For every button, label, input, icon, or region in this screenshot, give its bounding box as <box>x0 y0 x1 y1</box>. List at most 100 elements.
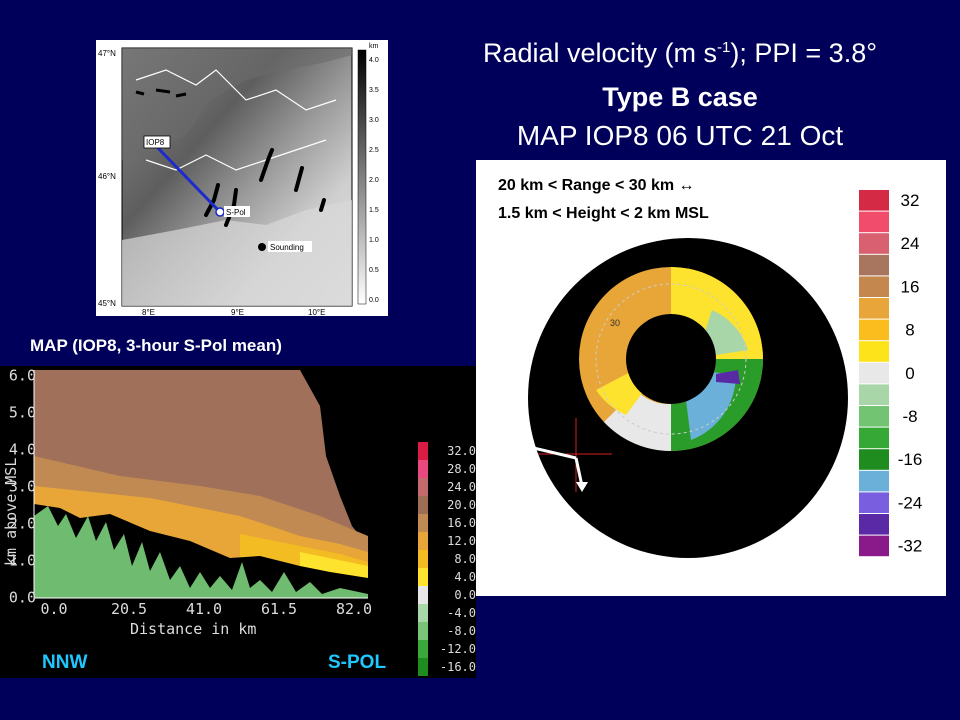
elevation-tick-label: 0.5 <box>369 267 379 274</box>
section-colorbar-label: 16.0 <box>447 516 476 530</box>
section-colorbar-swatch <box>418 604 428 622</box>
section-colorbar-label: -12.0 <box>440 642 476 656</box>
spol-section-label: S-POL <box>328 652 386 673</box>
section-colorbar-swatch <box>418 568 428 586</box>
section-x-tick: 82.0 <box>336 600 372 618</box>
elevation-tick-label: 4.0 <box>369 57 379 64</box>
title-line-2: Type B case <box>602 82 758 112</box>
section-colorbar-label: -4.0 <box>447 606 476 620</box>
ppi-colorbar-label: -32 <box>898 537 923 556</box>
vertical-section: 6.0 5.0 4.0 3.0 2.0 1.0 0.0 0.0 20.5 41.0 61.5 82.… <box>2 367 476 676</box>
section-y-tick: 1.0 <box>9 552 36 570</box>
ppi-colorbar-swatch <box>859 514 889 535</box>
elevation-colorbar <box>357 49 367 305</box>
section-y-tick: 0.0 <box>9 589 36 607</box>
ppi-colorbar-swatch <box>859 427 889 449</box>
section-y-tick: 2.0 <box>9 515 36 533</box>
elevation-tick-label: 2.5 <box>369 147 379 154</box>
ppi-colorbar-swatch <box>859 298 889 319</box>
ppi-colorbar-label: 32 <box>901 191 920 210</box>
section-colorbar-label: 4.0 <box>454 570 476 584</box>
section-x-tick: 41.0 <box>186 600 222 618</box>
ppi-colorbar-swatch <box>859 492 889 513</box>
ppi-colorbar-swatch <box>859 319 889 341</box>
section-colorbar-label: 12.0 <box>447 534 476 548</box>
section-colorbar-swatch <box>418 496 428 514</box>
ppi-range-label: 20 km < Range < 30 km ↔ <box>498 177 695 194</box>
section-y-tick: 3.0 <box>9 478 36 496</box>
elevation-tick-label: 2.0 <box>369 177 379 184</box>
lat-label-47: 47°N <box>98 49 116 58</box>
section-colorbar-label: -16.0 <box>440 660 476 674</box>
elevation-tick-label: 0.0 <box>369 297 379 304</box>
ppi-colorbar-swatch <box>859 362 889 384</box>
ppi-colorbar-swatch <box>859 233 889 254</box>
ppi-colorbar-swatch <box>859 211 889 233</box>
section-colorbar-swatch <box>418 640 428 658</box>
section-y-tick: 4.0 <box>9 441 36 459</box>
section-colorbar-label: 8.0 <box>454 552 476 566</box>
section-y-tick: 5.0 <box>9 404 36 422</box>
ppi-colorbar-label: -24 <box>898 493 923 512</box>
lon-label-9: 9°E <box>231 308 244 316</box>
ppi-colorbar-label: -8 <box>902 407 917 426</box>
section-colorbar-label: -8.0 <box>447 624 476 638</box>
ppi-colorbar-swatch <box>859 276 889 297</box>
elevation-tick-label: 1.0 <box>369 237 379 244</box>
section-colorbar-label: 32.0 <box>447 444 476 458</box>
nnw-label: NNW <box>42 652 87 673</box>
section-colorbar-swatch <box>418 532 428 550</box>
ppi-colorbar-label: 16 <box>901 277 920 296</box>
terrain-map-panel: IOP8 S-Pol Sounding 47°N 46°N 45°N 8°E 9… <box>96 40 388 317</box>
section-y-axis-label: km above MSL <box>2 458 20 566</box>
section-colorbar-swatch <box>418 658 428 676</box>
section-colorbar-swatch <box>418 514 428 532</box>
section-colorbar-label: 0.0 <box>454 588 476 602</box>
lat-label-46: 46°N <box>98 172 116 181</box>
section-colorbar-label: 24.0 <box>447 480 476 494</box>
terrain-map: IOP8 S-Pol Sounding 47°N 46°N 45°N 8°E 9… <box>98 43 379 317</box>
ppi-colorbar-swatch <box>859 384 889 405</box>
ppi-height-label: 1.5 km < Height < 2 km MSL <box>498 205 709 222</box>
section-colorbar-label: 20.0 <box>447 498 476 512</box>
ppi-colorbar-label: -16 <box>898 450 923 469</box>
section-x-tick: 20.5 <box>111 600 147 618</box>
ppi-colorbar-swatch <box>859 190 889 211</box>
ppi-colorbar-swatch <box>859 254 889 276</box>
section-x-tick: 0.0 <box>40 600 67 618</box>
title-line-3: MAP IOP8 06 UTC 21 Oct <box>516 120 844 151</box>
elevation-tick-label: 3.0 <box>369 117 379 124</box>
section-caption: MAP (IOP8, 3-hour S-Pol mean) <box>30 336 282 355</box>
ppi-colorbar-label: 24 <box>901 234 920 253</box>
vertical-section-panel: 6.0 5.0 4.0 3.0 2.0 1.0 0.0 0.0 20.5 41.0 61.5 82.… <box>0 366 476 678</box>
ppi-display: 30 20 km < Range < 30 km ↔ 1.5 km < Heig… <box>492 164 923 558</box>
section-y-tick: 6.0 <box>9 367 36 385</box>
section-x-tick: 61.5 <box>261 600 297 618</box>
lon-label-10: 10°E <box>308 308 325 316</box>
ppi-colorbar-swatch <box>859 470 889 492</box>
colorbar-unit: km <box>369 43 379 50</box>
section-colorbar-swatch <box>418 442 428 460</box>
lon-label-8: 8°E <box>142 308 155 316</box>
ppi-colorbar-swatch <box>859 406 889 427</box>
sounding-legend-label: Sounding <box>270 243 304 252</box>
lat-label-45: 45°N <box>98 299 116 308</box>
spol-map-label: S-Pol <box>226 208 246 217</box>
elevation-tick-label: 1.5 <box>369 207 379 214</box>
elevation-tick-label: 3.5 <box>369 87 379 94</box>
section-colorbar-swatch <box>418 622 428 640</box>
sounding-marker <box>258 243 266 251</box>
ppi-colorbar-swatch <box>859 449 889 470</box>
iop8-label: IOP8 <box>146 138 165 147</box>
ppi-colorbar-label: 0 <box>905 364 914 383</box>
ppi-colorbar-swatch <box>859 535 889 557</box>
ppi-colorbar-swatch <box>859 341 889 362</box>
section-x-axis-label: Distance in km <box>130 620 256 638</box>
ppi-panel: 30 20 km < Range < 30 km ↔ 1.5 km < Heig… <box>476 160 946 596</box>
ppi-colorbar-label: 8 <box>905 321 914 340</box>
section-colorbar-label: 28.0 <box>447 462 476 476</box>
section-colorbar-swatch <box>418 586 428 604</box>
section-colorbar-swatch <box>418 460 428 478</box>
section-colorbar-swatch <box>418 550 428 568</box>
section-colorbar-swatch <box>418 478 428 496</box>
